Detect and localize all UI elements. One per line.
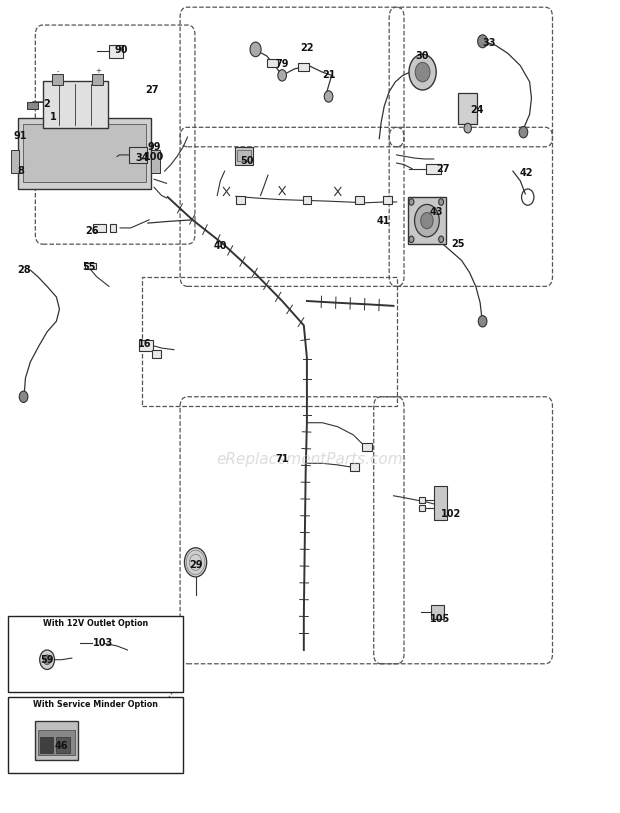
Text: 55: 55: [82, 262, 95, 272]
Text: 8: 8: [17, 166, 24, 176]
Circle shape: [464, 124, 471, 133]
Bar: [56, 737, 70, 753]
Circle shape: [19, 391, 28, 402]
Bar: [355, 196, 364, 204]
Circle shape: [409, 198, 414, 205]
Text: 91: 91: [14, 131, 27, 141]
Text: 90: 90: [115, 46, 128, 55]
Circle shape: [409, 54, 436, 90]
Bar: [350, 463, 360, 472]
Circle shape: [415, 204, 440, 237]
Circle shape: [415, 63, 430, 82]
Circle shape: [421, 212, 433, 228]
Text: 16: 16: [138, 339, 151, 349]
Bar: [151, 150, 160, 172]
Bar: [298, 63, 309, 72]
Bar: [110, 224, 117, 232]
Text: -: -: [56, 68, 59, 74]
Bar: [109, 45, 123, 58]
Bar: [8, 697, 183, 773]
Bar: [140, 341, 153, 351]
Text: 26: 26: [86, 226, 99, 237]
Bar: [85, 263, 96, 269]
Text: With Service Minder Option: With Service Minder Option: [33, 700, 158, 709]
Circle shape: [409, 236, 414, 242]
Bar: [127, 646, 135, 654]
Text: 50: 50: [240, 156, 254, 167]
Circle shape: [40, 650, 55, 669]
Text: 22: 22: [300, 43, 314, 53]
Bar: [130, 147, 147, 163]
Text: 2: 2: [44, 98, 50, 109]
Text: 27: 27: [146, 85, 159, 95]
Text: 99: 99: [148, 141, 161, 152]
Circle shape: [324, 91, 333, 102]
Bar: [427, 164, 441, 173]
Text: 1: 1: [50, 111, 56, 122]
Bar: [152, 350, 161, 358]
Text: 100: 100: [144, 151, 164, 162]
Text: 21: 21: [322, 71, 335, 80]
Bar: [383, 196, 392, 204]
Bar: [11, 150, 19, 172]
Text: 79: 79: [275, 59, 289, 69]
Circle shape: [43, 654, 51, 664]
Bar: [75, 640, 85, 647]
Text: +: +: [95, 68, 101, 74]
Bar: [142, 276, 397, 406]
Text: With 12V Outlet Option: With 12V Outlet Option: [43, 620, 148, 628]
Circle shape: [439, 236, 444, 242]
Bar: [408, 197, 446, 244]
Bar: [237, 150, 250, 162]
Bar: [35, 720, 78, 759]
Text: 27: 27: [436, 163, 450, 174]
Text: 42: 42: [520, 167, 533, 178]
Text: 40: 40: [213, 241, 227, 250]
Bar: [362, 443, 372, 451]
Bar: [431, 605, 445, 620]
Bar: [8, 616, 183, 692]
Text: 41: 41: [376, 216, 390, 227]
Text: 43: 43: [430, 207, 443, 217]
Text: 105: 105: [430, 614, 450, 624]
Bar: [419, 497, 425, 503]
Text: 30: 30: [416, 51, 429, 61]
Bar: [419, 505, 425, 511]
Circle shape: [519, 127, 528, 138]
Text: 33: 33: [482, 38, 496, 48]
Bar: [27, 102, 38, 109]
Text: 59: 59: [40, 654, 54, 665]
Bar: [43, 81, 108, 128]
Bar: [18, 118, 151, 189]
Text: 25: 25: [452, 239, 465, 249]
Text: 28: 28: [17, 265, 31, 275]
Bar: [52, 74, 63, 85]
Bar: [40, 737, 53, 753]
Text: 29: 29: [189, 560, 202, 570]
Bar: [236, 196, 245, 204]
Circle shape: [478, 315, 487, 327]
Bar: [38, 729, 75, 755]
Text: 71: 71: [275, 454, 289, 464]
Bar: [458, 93, 477, 124]
Bar: [434, 486, 448, 520]
Circle shape: [278, 70, 286, 81]
Text: 102: 102: [441, 510, 461, 520]
Text: 103: 103: [92, 638, 113, 649]
Bar: [23, 124, 146, 182]
Text: 34: 34: [135, 153, 148, 163]
Bar: [234, 147, 253, 165]
Bar: [94, 640, 104, 647]
Circle shape: [184, 548, 206, 577]
Circle shape: [477, 35, 487, 48]
Text: eReplacementParts.com: eReplacementParts.com: [216, 452, 404, 467]
Bar: [303, 196, 311, 204]
Circle shape: [250, 42, 261, 57]
Text: 46: 46: [55, 741, 68, 750]
Text: 24: 24: [471, 105, 484, 115]
Bar: [92, 74, 104, 85]
Bar: [93, 224, 107, 232]
Circle shape: [439, 198, 444, 205]
Bar: [267, 59, 278, 67]
